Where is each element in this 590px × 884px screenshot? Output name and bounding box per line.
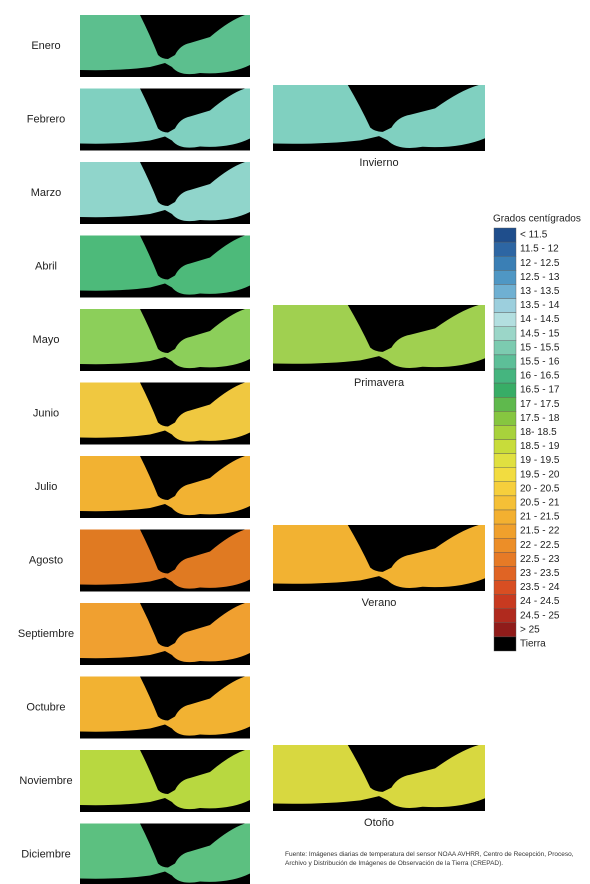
month-label: Octubre xyxy=(26,701,65,713)
legend-label: 12 - 12.5 xyxy=(520,258,560,269)
legend-swatch xyxy=(494,566,516,580)
map xyxy=(273,525,485,591)
legend-label: 24.5 - 25 xyxy=(520,610,560,621)
legend-swatch xyxy=(494,468,516,482)
legend-label: 19.5 - 20 xyxy=(520,469,560,480)
map xyxy=(80,824,250,884)
legend-label: 21.5 - 22 xyxy=(520,526,560,537)
legend-swatch xyxy=(494,581,516,595)
legend-label: 16 - 16.5 xyxy=(520,371,560,382)
legend-label: 17.5 - 18 xyxy=(520,413,560,424)
month-label: Marzo xyxy=(31,187,62,199)
map xyxy=(273,745,485,811)
season-label: Primavera xyxy=(354,377,405,389)
legend-label: 18.5 - 19 xyxy=(520,441,560,452)
legend-label: 23.5 - 24 xyxy=(520,582,560,593)
legend-swatch xyxy=(494,510,516,524)
month-label: Diciembre xyxy=(21,848,71,860)
map xyxy=(80,750,250,812)
map xyxy=(80,89,250,151)
legend-label: 18- 18.5 xyxy=(520,427,557,438)
legend-label: 11.5 - 12 xyxy=(520,244,559,255)
month-label: Agosto xyxy=(29,554,63,566)
legend-label: 21 - 21.5 xyxy=(520,512,560,523)
legend-swatch xyxy=(494,524,516,538)
page: {"months": [ {"label": "Enero", "color":… xyxy=(0,0,590,884)
legend-label: 23 - 23.5 xyxy=(520,568,560,579)
month-label: Julio xyxy=(35,481,58,493)
legend-swatch xyxy=(494,228,516,242)
map xyxy=(273,85,485,151)
legend-swatch xyxy=(494,623,516,637)
map xyxy=(80,456,250,518)
legend-label: > 25 xyxy=(520,624,540,635)
legend-label: 20.5 - 21 xyxy=(520,498,560,509)
map xyxy=(80,530,250,592)
month-label: Enero xyxy=(31,40,60,52)
month-label: Septiembre xyxy=(18,628,74,640)
legend-swatch xyxy=(494,284,516,298)
legend-swatch xyxy=(494,552,516,566)
legend-label: 20 - 20.5 xyxy=(520,483,560,494)
legend-swatch xyxy=(494,341,516,355)
season-label: Invierno xyxy=(359,157,398,169)
legend-label: 16.5 - 17 xyxy=(520,385,560,396)
month-label: Mayo xyxy=(33,334,60,346)
month-label: Noviembre xyxy=(19,775,72,787)
map xyxy=(80,236,250,298)
legend-swatch xyxy=(494,242,516,256)
legend-label: 22.5 - 23 xyxy=(520,554,560,565)
map xyxy=(80,162,250,224)
legend-swatch xyxy=(494,538,516,552)
legend-swatch xyxy=(494,425,516,439)
map xyxy=(80,15,250,77)
source-note: Fuente: Imágenes diarias de temperatura … xyxy=(285,850,575,868)
legend-label: 22 - 22.5 xyxy=(520,540,560,551)
legend-label: 24 - 24.5 xyxy=(520,596,560,607)
legend-swatch xyxy=(494,256,516,270)
legend-swatch xyxy=(494,355,516,369)
legend-title: Grados centígrados xyxy=(493,214,581,225)
legend-label: 13.5 - 14 xyxy=(520,300,560,311)
legend-label: 14 - 14.5 xyxy=(520,314,560,325)
legend-swatch xyxy=(494,609,516,623)
season-label: Verano xyxy=(362,597,397,609)
legend-swatch xyxy=(494,397,516,411)
legend-swatch xyxy=(494,299,516,313)
legend-swatch xyxy=(494,496,516,510)
legend-swatch xyxy=(494,327,516,341)
legend-label: 19 - 19.5 xyxy=(520,455,560,466)
legend-swatch xyxy=(494,595,516,609)
legend-label: 15.5 - 16 xyxy=(520,357,560,368)
month-label: Abril xyxy=(35,260,57,272)
legend-label: 15 - 15.5 xyxy=(520,342,560,353)
legend-swatch xyxy=(494,383,516,397)
map xyxy=(273,305,485,371)
month-label: Febrero xyxy=(27,113,66,125)
legend-swatch xyxy=(494,637,516,651)
map xyxy=(80,383,250,445)
month-label: Junio xyxy=(33,407,59,419)
legend-swatch xyxy=(494,270,516,284)
legend-label: Tierra xyxy=(520,639,546,650)
legend-swatch xyxy=(494,313,516,327)
map xyxy=(80,677,250,739)
map xyxy=(80,603,250,665)
legend-swatch xyxy=(494,369,516,383)
map xyxy=(80,309,250,371)
legend-swatch xyxy=(494,440,516,454)
legend-swatch xyxy=(494,482,516,496)
legend-label: 14.5 - 15 xyxy=(520,328,560,339)
legend-label: < 11.5 xyxy=(520,230,548,241)
legend-label: 12.5 - 13 xyxy=(520,272,560,283)
legend-swatch xyxy=(494,411,516,425)
legend-swatch xyxy=(494,454,516,468)
season-label: Otoño xyxy=(364,817,394,829)
figure: Enero Febrero Marzo Abril Mayo Junio Julio Agos… xyxy=(0,0,590,884)
legend-label: 17 - 17.5 xyxy=(520,399,560,410)
legend-label: 13 - 13.5 xyxy=(520,286,560,297)
